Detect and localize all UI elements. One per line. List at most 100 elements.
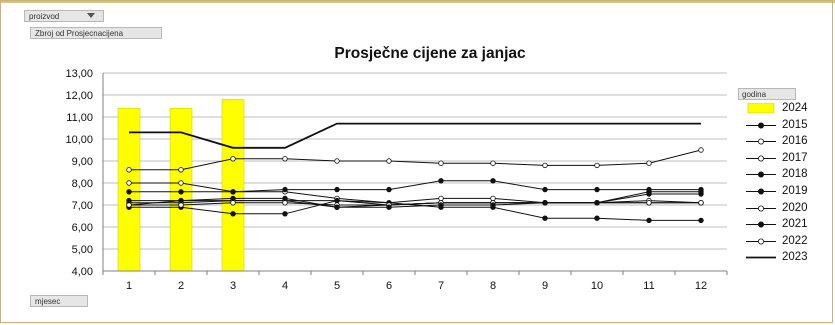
y-tick-label: 10,00 bbox=[65, 134, 93, 146]
x-tick-label: 4 bbox=[282, 280, 288, 292]
legend-item-2016: 2016 bbox=[738, 133, 828, 150]
point-2020 bbox=[126, 202, 132, 208]
series-2021 bbox=[126, 189, 704, 210]
y-tick-label: 12,00 bbox=[65, 90, 93, 102]
point-2019 bbox=[698, 217, 704, 224]
point-2018 bbox=[178, 189, 184, 195]
series-2023 bbox=[129, 122, 701, 149]
point-2019 bbox=[646, 217, 652, 224]
point-2022 bbox=[490, 160, 496, 166]
legend-item-2019: 2019 bbox=[738, 183, 828, 200]
x-tick-label: 1 bbox=[126, 280, 132, 292]
axis-field-label: mjesec bbox=[35, 297, 61, 306]
point-2021 bbox=[698, 189, 704, 195]
y-tick-label: 11,00 bbox=[66, 112, 93, 124]
data-field-button[interactable]: Zbroj od Prosjecnacijena bbox=[30, 27, 162, 39]
point-2017 bbox=[438, 195, 444, 202]
legend-label: 2021 bbox=[782, 218, 808, 231]
legend-item-2020: 2020 bbox=[738, 200, 828, 217]
point-2020 bbox=[646, 200, 652, 206]
point-2020 bbox=[230, 200, 236, 206]
legend-label: 2024 bbox=[782, 102, 808, 114]
legend-label: 2023 bbox=[782, 251, 808, 264]
y-tick-label: 6,00 bbox=[72, 222, 93, 234]
series-line-2023 bbox=[129, 122, 701, 149]
legend-item-2024: 2024 bbox=[738, 100, 828, 117]
point-2021 bbox=[178, 197, 184, 204]
series-line-2022 bbox=[129, 149, 702, 171]
point-2018 bbox=[230, 189, 236, 195]
y-tick-label: 7,00 bbox=[72, 200, 93, 212]
chart-title: Prosječne cijene za janjac bbox=[334, 45, 526, 62]
legend-field-label: godina bbox=[742, 90, 767, 99]
legend-label: 2017 bbox=[782, 151, 808, 164]
point-2018 bbox=[438, 178, 444, 184]
series-2022 bbox=[126, 147, 704, 173]
data-field-label: Zbroj od Prosjecnacijena bbox=[35, 29, 124, 38]
legend-item-2015: 2015 bbox=[738, 117, 828, 134]
point-2019 bbox=[282, 211, 288, 217]
point-2022 bbox=[542, 162, 548, 169]
legend-label: 2020 bbox=[782, 201, 808, 214]
legend-swatch bbox=[747, 103, 775, 114]
point-2022 bbox=[386, 158, 392, 164]
legend-item-2021: 2021 bbox=[738, 216, 828, 233]
legend-item-2017: 2017 bbox=[738, 150, 828, 167]
x-tick-label: 6 bbox=[386, 280, 392, 292]
x-tick-label: 7 bbox=[438, 280, 444, 292]
point-2021 bbox=[230, 195, 236, 202]
legend-label: 2022 bbox=[782, 234, 808, 247]
point-2018 bbox=[594, 186, 600, 193]
y-tick-label: 13,00 bbox=[65, 68, 93, 80]
legend-item-2023: 2023 bbox=[738, 249, 828, 266]
x-tick-label: 8 bbox=[490, 280, 496, 292]
series-line-2019 bbox=[129, 200, 701, 221]
point-2020 bbox=[178, 202, 184, 208]
x-tick-label: 2 bbox=[178, 280, 184, 292]
point-2021 bbox=[490, 202, 496, 208]
axis-field-button[interactable]: mjesec bbox=[30, 295, 88, 307]
point-2018 bbox=[386, 186, 392, 193]
point-2018 bbox=[282, 186, 288, 193]
legend: 2024 2015 2016 2017 2018 2019 2020 2021 2022 2023 bbox=[738, 100, 828, 266]
legend-swatch bbox=[746, 171, 776, 178]
point-2022 bbox=[438, 160, 444, 166]
point-2021 bbox=[386, 204, 392, 210]
point-2022 bbox=[126, 167, 132, 173]
filter-icon[interactable] bbox=[87, 13, 95, 18]
legend-swatch bbox=[746, 238, 776, 245]
point-2018 bbox=[334, 186, 340, 193]
point-2021 bbox=[334, 204, 340, 210]
x-axis: 1 2 3 4 5 6 7 8 9 10 11 12 bbox=[102, 270, 728, 292]
y-axis: 4,00 5,00 6,00 7,00 8,00 9,00 10,00 11,00 12,00 1… bbox=[65, 68, 104, 278]
x-tick-label: 9 bbox=[542, 280, 548, 292]
gridlines bbox=[103, 72, 727, 272]
y-tick-label: 9,00 bbox=[72, 156, 93, 168]
page-field-button[interactable]: proizvod bbox=[24, 10, 104, 22]
x-tick-label: 3 bbox=[230, 280, 236, 292]
point-2018 bbox=[126, 189, 132, 195]
series-line-2018 bbox=[129, 180, 701, 193]
point-2022 bbox=[334, 158, 340, 164]
series-2018 bbox=[126, 178, 704, 195]
y-tick-label: 5,00 bbox=[72, 244, 93, 256]
point-2021 bbox=[594, 200, 600, 206]
legend-swatch bbox=[746, 155, 776, 162]
legend-item-2018: 2018 bbox=[738, 166, 828, 183]
x-tick-label: 5 bbox=[334, 280, 340, 292]
x-tick-label: 10 bbox=[591, 280, 603, 292]
legend-swatch bbox=[746, 221, 776, 228]
legend-label: 2019 bbox=[782, 184, 808, 197]
point-2019 bbox=[542, 215, 548, 221]
point-2022 bbox=[698, 147, 704, 153]
point-2019 bbox=[594, 215, 600, 221]
y-tick-label: 8,00 bbox=[72, 178, 93, 190]
point-2020 bbox=[282, 200, 288, 206]
point-2021 bbox=[438, 202, 444, 208]
legend-swatch bbox=[746, 205, 776, 212]
legend-label: 2015 bbox=[782, 118, 808, 131]
legend-label: 2018 bbox=[782, 168, 808, 181]
point-2017 bbox=[490, 195, 496, 202]
legend-field-button[interactable]: godina bbox=[738, 88, 796, 100]
